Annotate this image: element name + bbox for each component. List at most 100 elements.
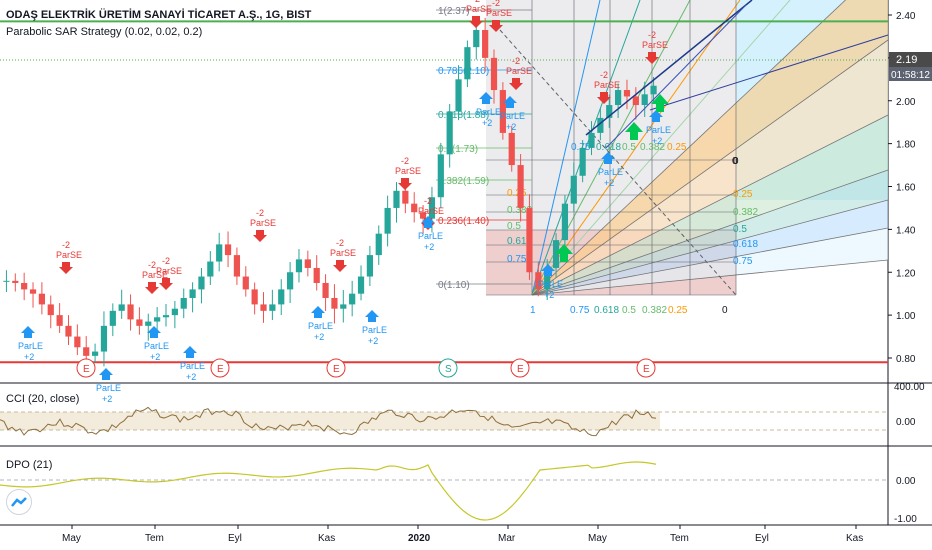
candle-body: [233, 255, 241, 277]
buy-label: ParLE: [646, 125, 671, 135]
price-tick: 1.60: [896, 183, 916, 194]
strategy-legend[interactable]: Parabolic SAR Strategy (0.02, 0.02, 0.2): [6, 26, 203, 38]
time-tick: Mar: [498, 533, 516, 544]
fan-line: [531, 169, 889, 296]
fan-label-right: 0.382: [733, 207, 758, 218]
candle-body: [526, 207, 533, 273]
trend-lines[interactable]: [585, 0, 889, 149]
candle-body: [366, 255, 373, 277]
sell-label: ParSE: [56, 250, 82, 260]
buy-label: ParLE: [18, 341, 43, 351]
fan-label-bottom: 0.5: [622, 305, 636, 316]
candle-body: [171, 308, 178, 316]
sell-arrow-icon: [145, 282, 159, 294]
buy-arrow-icon: [147, 326, 161, 338]
buy-qty: +2: [24, 352, 34, 362]
cci-band: [0, 412, 660, 430]
earnings-event-marker: [76, 358, 96, 378]
candle-body: [313, 267, 320, 283]
fan-line: [531, 259, 889, 296]
fan-line: [531, 114, 889, 296]
cloud-icon: [11, 497, 27, 507]
buy-label: ParLE: [418, 231, 443, 241]
buy-label: ParLE: [598, 167, 623, 177]
buy-qty: +2: [544, 290, 554, 300]
candle-body: [588, 132, 595, 148]
candle-body: [145, 321, 152, 326]
sell-arrow-icon: [489, 20, 503, 32]
split-event-marker: [438, 358, 458, 378]
candlestick-series[interactable]: [3, 17, 657, 367]
time-axis[interactable]: May Tem Eyl Kas 2020 Mar May Tem Eyl Kas: [62, 525, 863, 544]
event-letter: E: [517, 364, 524, 375]
fan-label-bottom: 1: [530, 305, 536, 316]
fan-label-inner-right: 0: [732, 156, 738, 167]
candle-body: [56, 315, 63, 326]
candle-body: [269, 304, 276, 311]
buy-arrow-icon: [99, 368, 113, 380]
event-letter: E: [217, 364, 224, 375]
fan-label-right: 0: [733, 156, 739, 167]
buy-label: ParLE: [96, 383, 121, 393]
dpo-tick: 0.00: [896, 476, 916, 487]
sell-arrow-icon: [469, 16, 483, 28]
sell-qty: -2: [256, 208, 264, 218]
buy-qty: +2: [424, 242, 434, 252]
candle-body: [340, 304, 347, 309]
buy-label: ParLE: [144, 341, 169, 351]
buy-label: ParLE: [308, 321, 333, 331]
fan-label-right: 0.618: [733, 239, 758, 250]
buy-arrow-large-icon: [625, 122, 643, 140]
fib-level-label: 0.382(1.59): [438, 176, 489, 187]
cci-line[interactable]: [0, 406, 657, 437]
fan-label-inner: 0.382: [640, 142, 665, 153]
candle-body: [375, 233, 382, 256]
tradingview-logo[interactable]: [6, 489, 32, 515]
fan-label-right: 0.75: [733, 256, 753, 267]
symbol-title[interactable]: ODAŞ ELEKTRİK ÜRETİM SANAYİ TİCARET A.Ş.…: [6, 9, 312, 21]
buy-label: ParLE: [538, 279, 563, 289]
candle-body: [561, 203, 569, 241]
buy-arrow-icon: [365, 310, 379, 322]
cci-legend[interactable]: CCI (20, close): [6, 393, 80, 405]
fan-label-bottom: 0.25: [668, 305, 688, 316]
dpo-line[interactable]: [0, 461, 657, 521]
candle-body: [189, 289, 196, 298]
candle-body: [490, 57, 498, 91]
buy-label: ParLE: [476, 107, 501, 117]
candle-body: [411, 203, 418, 213]
buy-qty: +2: [652, 136, 662, 146]
candle-body: [29, 289, 37, 294]
time-tick: May: [588, 533, 607, 544]
buy-arrow-icon: [601, 152, 615, 164]
sell-qty: -2: [424, 196, 432, 206]
dpo-legend[interactable]: DPO (21): [6, 459, 53, 471]
candle-body: [570, 175, 577, 204]
candle-body: [632, 96, 639, 106]
strategy-signals: -2ParSE-2ParSE-2ParSE-2ParSE-2ParSE-2Par…: [18, 0, 671, 404]
fan-label-inner: 0.5: [622, 142, 636, 153]
candle-body: [118, 304, 125, 311]
fan-label-right: 0.5: [733, 224, 747, 235]
fib-retracement[interactable]: 1(2.37) 0.786(2.10) 0.618(1.88) 0.5(1.73) 0.…: [436, 6, 532, 291]
earnings-event-marker: [510, 358, 530, 378]
price-tick: 1.80: [896, 140, 916, 151]
candle-body: [446, 111, 453, 155]
candle-body: [278, 289, 285, 305]
fan-line: [531, 0, 601, 296]
event-letter: E: [643, 364, 650, 375]
candle-body: [517, 165, 524, 208]
fan-label-inner: 0.75: [571, 142, 591, 153]
fib-level-label: 0.618(1.88): [438, 110, 489, 121]
time-tick: Eyl: [228, 533, 242, 544]
candle-body: [304, 259, 311, 268]
fan-label-bottom: 0.382: [642, 305, 667, 316]
candle-body: [3, 280, 10, 282]
countdown-tag: [889, 67, 932, 81]
candle-body: [393, 190, 400, 208]
sell-qty: -2: [492, 0, 500, 8]
fan-line: [531, 227, 889, 296]
dpo-pane[interactable]: [0, 447, 888, 525]
